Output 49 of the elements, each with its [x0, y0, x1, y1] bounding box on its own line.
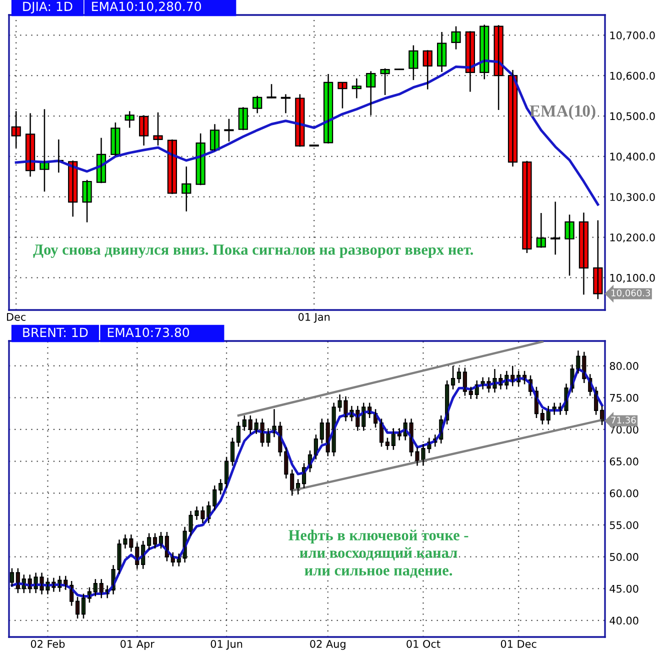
candlestick	[266, 83, 276, 99]
y-tick-label: 75.00	[610, 394, 638, 402]
annotation: Доу снова двинулся вниз. Пока сигналов на разворот вверх нет.	[33, 244, 473, 258]
y-tick-label: 55.00	[610, 521, 638, 530]
line-series	[14, 59, 600, 206]
y-tick-label: 10,400.0	[610, 152, 655, 162]
candlestick	[550, 201, 560, 256]
y-tick-label: 10,700.0	[610, 31, 655, 40]
x-tick-label: 02 Feb	[30, 640, 65, 648]
chart-subtitle: EMA10:73.80	[108, 328, 190, 338]
candlestick	[124, 110, 134, 128]
chart-title: BRENT: 1D	[23, 328, 88, 337]
candlestick	[182, 166, 192, 212]
annotation: Нефть в ключевой точке - или восходящий канал или сильное падение.	[288, 530, 468, 578]
y-tick-label: 70.00	[610, 426, 638, 434]
candlestick	[153, 112, 163, 146]
candlestick	[522, 160, 532, 254]
x-tick-label: 02 Aug	[310, 640, 346, 650]
chart-title: DJIA: 1D	[23, 2, 72, 14]
y-tick-label: 60.00	[610, 489, 638, 498]
y-tick-label: 80.00	[610, 362, 638, 370]
series-label: EMA(10)	[530, 104, 596, 120]
y-tick-label: 65.00	[610, 458, 638, 466]
y-tick-label: 10,500.0	[610, 112, 655, 122]
candlestick	[82, 179, 92, 223]
candlestick	[309, 144, 319, 147]
chart-subtitle: EMA10:10,280.70	[92, 2, 201, 12]
x-tick-label: Dec	[7, 313, 26, 321]
y-tick-label: 45.00	[610, 584, 638, 593]
candlestick	[224, 118, 234, 142]
text: 71.36	[611, 416, 636, 424]
y-tick-label: 10,300.0	[610, 193, 655, 202]
candlestick	[394, 68, 404, 71]
y-tick-label: 10,100.0	[610, 274, 655, 283]
x-tick-label: 01 Apr	[120, 640, 154, 650]
candlestick	[280, 94, 291, 114]
y-tick-label: 40.00	[610, 616, 638, 625]
y-tick-label: 10,600.0	[610, 72, 655, 81]
candlestick	[380, 68, 390, 96]
x-tick-label: 01 Dec	[500, 640, 536, 648]
x-tick-label: 01 Jun	[210, 640, 242, 650]
candlestick	[451, 26, 461, 50]
x-tick-label: 01 Jan	[298, 312, 330, 323]
y-tick-label: 50.00	[610, 553, 638, 561]
candlestick	[338, 81, 348, 109]
candlestick	[564, 214, 574, 276]
x-tick-label: 01 Oct	[406, 640, 440, 648]
y-tick-label: 10,200.0	[610, 233, 655, 242]
text: 10,060.3	[612, 290, 650, 298]
